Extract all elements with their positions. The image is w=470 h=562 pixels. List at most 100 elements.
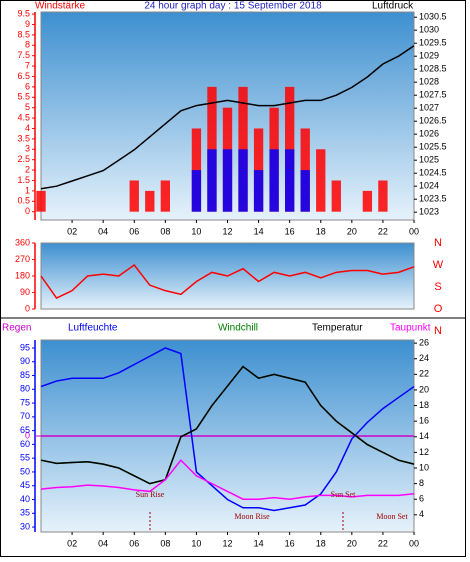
y-tick-label: 6.5	[17, 71, 30, 81]
annotation: Sun Rise	[136, 490, 165, 499]
wind-bar	[300, 170, 310, 212]
x-tick-label: 18	[316, 226, 326, 236]
wind-bar	[129, 180, 139, 212]
y2-tick-label: 8	[419, 478, 424, 488]
wind-bar	[316, 149, 326, 212]
x-tick-label: 08	[160, 226, 170, 236]
y-tick-label: 7	[25, 60, 30, 70]
y-tick-label: 8.5	[17, 29, 30, 39]
y-tick-label: 30	[20, 521, 30, 531]
wind-bar	[331, 180, 341, 212]
y2-tick-label: 1029.5	[419, 38, 447, 48]
y2-tick-label: 4	[419, 509, 424, 519]
wind-bar	[238, 149, 248, 212]
series-line	[40, 459, 415, 500]
y-tick-label: 0.5	[17, 196, 30, 206]
y-tick-label: 80	[20, 384, 30, 394]
wind-bar	[253, 170, 264, 212]
x-tick-label: 16	[285, 226, 295, 236]
y2-tick-label: 20	[419, 384, 429, 394]
annotation: Sun Set	[331, 490, 356, 499]
x-tick-label: 10	[191, 226, 201, 236]
y-tick-label: 35	[20, 508, 30, 518]
wind-bar	[191, 128, 202, 212]
y2-tick-label: 1029	[419, 51, 439, 61]
x-tick-label: 14	[254, 226, 264, 236]
y2-tick-label: 24	[419, 353, 429, 363]
y-tick-label: 2.5	[17, 154, 30, 164]
y-tick-label: 75	[20, 397, 30, 407]
y-tick-label: 9.5	[17, 8, 30, 18]
y2-tick-label: 1026.5	[419, 116, 447, 126]
y2-tick-label: 18	[419, 400, 429, 410]
y-tick-label: 4.5	[17, 112, 30, 122]
x-tick-label: 12	[222, 538, 232, 548]
y-tick-label: 2	[25, 164, 30, 174]
x-tick-label: 16	[285, 538, 295, 548]
wind-bar	[191, 170, 202, 212]
x-tick-label: 20	[347, 538, 357, 548]
legend-label: Windstärke	[35, 1, 85, 12]
y-tick-label: 65	[20, 425, 30, 435]
y-tick-label: 180	[15, 270, 30, 280]
x-tick-label: 22	[378, 226, 388, 236]
y2-tick-label: 1025.5	[419, 142, 447, 152]
wind-bar	[145, 190, 155, 212]
series-line	[40, 347, 415, 512]
y-tick-label: 95	[20, 342, 30, 352]
compass-label: N	[434, 237, 442, 249]
series-line	[40, 263, 415, 299]
y2-tick-label: 1024.5	[419, 168, 447, 178]
wind-bar	[207, 149, 217, 212]
y2-tick-label: 1030.5	[419, 12, 447, 22]
series-line	[40, 365, 415, 485]
compass-label: N	[434, 325, 442, 337]
x-tick-label: 00	[409, 538, 419, 548]
wind-bar	[300, 128, 310, 212]
wind-bar	[362, 190, 373, 212]
y2-tick-label: 12	[419, 447, 429, 457]
y-tick-label: 55	[20, 453, 30, 463]
legend-label: Taupunkt	[390, 323, 431, 334]
y-tick-label: 90	[20, 356, 30, 366]
y-tick-label: 3	[25, 144, 30, 154]
x-tick-label: 02	[67, 226, 77, 236]
y2-tick-label: 16	[419, 416, 429, 426]
compass-label: S	[434, 281, 441, 293]
y-tick-label: 1.5	[17, 175, 30, 185]
legend-label: Luftdruck	[372, 1, 414, 12]
y2-tick-label: 1025	[419, 155, 439, 165]
y-tick-label: 6	[25, 81, 30, 91]
y-tick-label: 270	[15, 254, 30, 264]
y2-tick-label: 1023	[419, 207, 439, 217]
y-tick-label: 0	[25, 206, 30, 216]
y2-tick-label: 1024	[419, 181, 439, 191]
x-tick-label: 08	[160, 538, 170, 548]
y2-tick-label: 22	[419, 369, 429, 379]
y-tick-label: 85	[20, 370, 30, 380]
y2-tick-label: 1028	[419, 77, 439, 87]
y2-tick-label: 1026	[419, 129, 439, 139]
x-tick-label: 20	[347, 226, 357, 236]
y-tick-label: 5.5	[17, 92, 30, 102]
y-tick-label: 7.5	[17, 50, 30, 60]
wind-bar	[269, 149, 279, 212]
wind-bar	[378, 180, 388, 212]
legend-label: Luftfeuchte	[68, 323, 118, 334]
y3-tick-label: 0	[25, 430, 30, 440]
y-tick-label: 40	[20, 494, 30, 504]
wind-bar	[222, 149, 233, 212]
compass-label: W	[433, 259, 444, 271]
y2-tick-label: 1028.5	[419, 64, 447, 74]
x-tick-label: 06	[129, 538, 139, 548]
y-tick-label: 1	[25, 185, 30, 195]
y2-tick-label: 26	[419, 337, 429, 347]
wind-bar	[253, 128, 264, 212]
y2-tick-label: 6	[419, 494, 424, 504]
legend-label: Temperatur	[312, 323, 363, 334]
x-tick-label: 12	[222, 226, 232, 236]
legend-label: Windchill	[218, 323, 258, 334]
x-tick-label: 18	[316, 538, 326, 548]
